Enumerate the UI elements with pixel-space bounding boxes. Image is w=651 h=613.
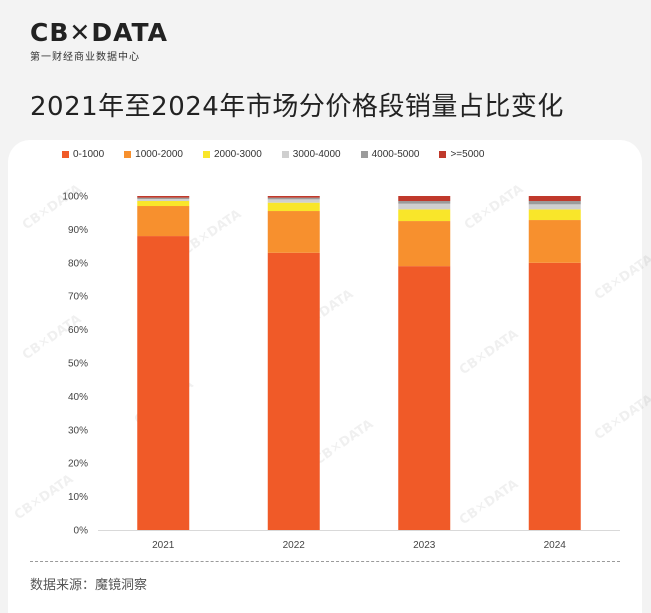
- y-tick-label: 50%: [68, 359, 88, 370]
- bar-segment: [528, 262, 581, 530]
- bar-segment: [528, 220, 581, 263]
- legend-swatch: [439, 151, 447, 158]
- y-tick-label: 0%: [74, 526, 89, 537]
- bar-segment: [137, 197, 190, 200]
- bar-segment: [398, 221, 451, 267]
- y-tick-label: 40%: [68, 392, 88, 403]
- bar-segment: [267, 199, 320, 203]
- x-tick-label: 2023: [413, 540, 436, 551]
- x-tick-label: 2022: [283, 540, 306, 551]
- legend-label: 2000-3000: [213, 149, 262, 160]
- y-tick-label: 10%: [68, 492, 88, 503]
- bar-segment: [398, 266, 451, 530]
- bar-segment: [398, 201, 451, 204]
- bar-segment: [528, 196, 581, 202]
- page-title: 2021年至2024年市场分价格段销量占比变化: [30, 92, 564, 122]
- bar-segment: [267, 202, 320, 212]
- chart-legend: 0-1000 1000-2000 2000-3000 3000-4000 4000-50…: [62, 149, 504, 160]
- legend-swatch: [124, 151, 132, 158]
- bar-segment: [528, 209, 581, 221]
- legend-label: 4000-5000: [371, 149, 420, 160]
- legend-item: 2000-3000: [202, 149, 262, 160]
- bar-segment: [267, 211, 320, 253]
- y-tick-label: 100%: [62, 192, 88, 203]
- legend-item: >=5000: [439, 149, 484, 160]
- bar-segment: [137, 201, 190, 207]
- y-tick-label: 20%: [68, 459, 88, 470]
- legend-swatch: [62, 151, 69, 158]
- legend-swatch: [360, 151, 368, 158]
- legend-label: 3000-4000: [292, 149, 341, 160]
- legend-label: 1000-2000: [135, 149, 183, 160]
- legend-swatch: [202, 151, 210, 158]
- bar-segment: [267, 252, 320, 530]
- bar-segment: [398, 203, 451, 210]
- y-tick-label: 60%: [68, 325, 88, 336]
- bar-segment: [137, 196, 190, 198]
- divider: [30, 561, 620, 562]
- bar-segment: [137, 236, 190, 530]
- legend-item: 4000-5000: [360, 149, 420, 160]
- legend-label: >=5000: [450, 149, 485, 160]
- bar-segment: [137, 206, 190, 237]
- legend-swatch: [281, 151, 289, 158]
- legend-label: 0-1000: [73, 149, 105, 160]
- brand-logo: CB✕DATA: [30, 18, 168, 47]
- x-tick-label: 2024: [544, 540, 567, 551]
- bar-segment: [528, 204, 581, 210]
- legend-item: 3000-4000: [281, 149, 341, 160]
- y-tick-label: 30%: [68, 425, 88, 436]
- source-note: 数据来源：魔镜洞察: [30, 578, 148, 593]
- legend-item: 0-1000: [62, 149, 104, 160]
- y-tick-label: 70%: [68, 292, 88, 303]
- bar-segment: [267, 197, 320, 200]
- y-tick-label: 80%: [68, 258, 88, 269]
- brand-logo-block: CB✕DATA 第一财经商业数据中心: [30, 18, 168, 64]
- y-tick-label: 90%: [68, 225, 88, 236]
- bar-segment: [528, 201, 581, 205]
- x-tick-label: 2021: [152, 540, 175, 551]
- bar-segment: [267, 196, 320, 198]
- legend-item: 1000-2000: [124, 149, 183, 160]
- brand-subtitle: 第一财经商业数据中心: [30, 52, 140, 63]
- bar-segment: [398, 196, 451, 202]
- bar-segment: [137, 199, 190, 202]
- bar-segment: [398, 209, 451, 222]
